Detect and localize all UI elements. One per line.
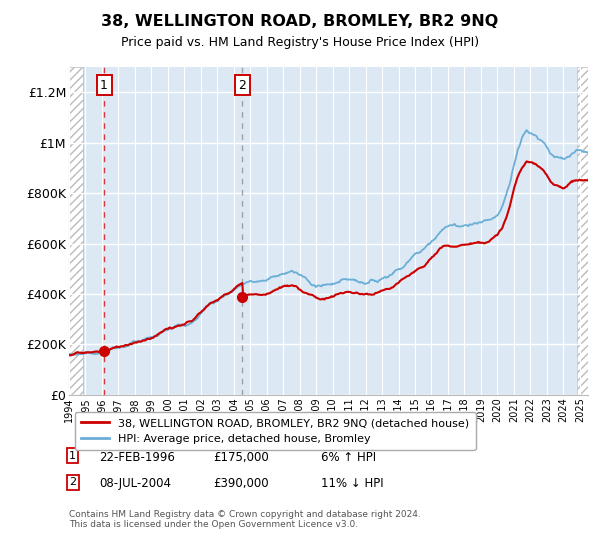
- Text: 2: 2: [69, 477, 76, 487]
- Bar: [69, 67, 83, 395]
- Text: 08-JUL-2004: 08-JUL-2004: [99, 477, 171, 490]
- Text: £390,000: £390,000: [213, 477, 269, 490]
- Bar: [577, 67, 588, 395]
- Text: 22-FEB-1996: 22-FEB-1996: [99, 451, 175, 464]
- Text: 11% ↓ HPI: 11% ↓ HPI: [321, 477, 383, 490]
- Text: Contains HM Land Registry data © Crown copyright and database right 2024.
This d: Contains HM Land Registry data © Crown c…: [69, 510, 421, 529]
- Text: 2: 2: [238, 79, 246, 92]
- Bar: [577, 67, 588, 395]
- Legend: 38, WELLINGTON ROAD, BROMLEY, BR2 9NQ (detached house), HPI: Average price, deta: 38, WELLINGTON ROAD, BROMLEY, BR2 9NQ (d…: [74, 412, 476, 450]
- Text: £175,000: £175,000: [213, 451, 269, 464]
- Text: 1: 1: [69, 451, 76, 461]
- Text: 38, WELLINGTON ROAD, BROMLEY, BR2 9NQ: 38, WELLINGTON ROAD, BROMLEY, BR2 9NQ: [101, 14, 499, 29]
- Bar: [69, 67, 83, 395]
- Text: 6% ↑ HPI: 6% ↑ HPI: [321, 451, 376, 464]
- Text: 1: 1: [100, 79, 108, 92]
- Text: Price paid vs. HM Land Registry's House Price Index (HPI): Price paid vs. HM Land Registry's House …: [121, 36, 479, 49]
